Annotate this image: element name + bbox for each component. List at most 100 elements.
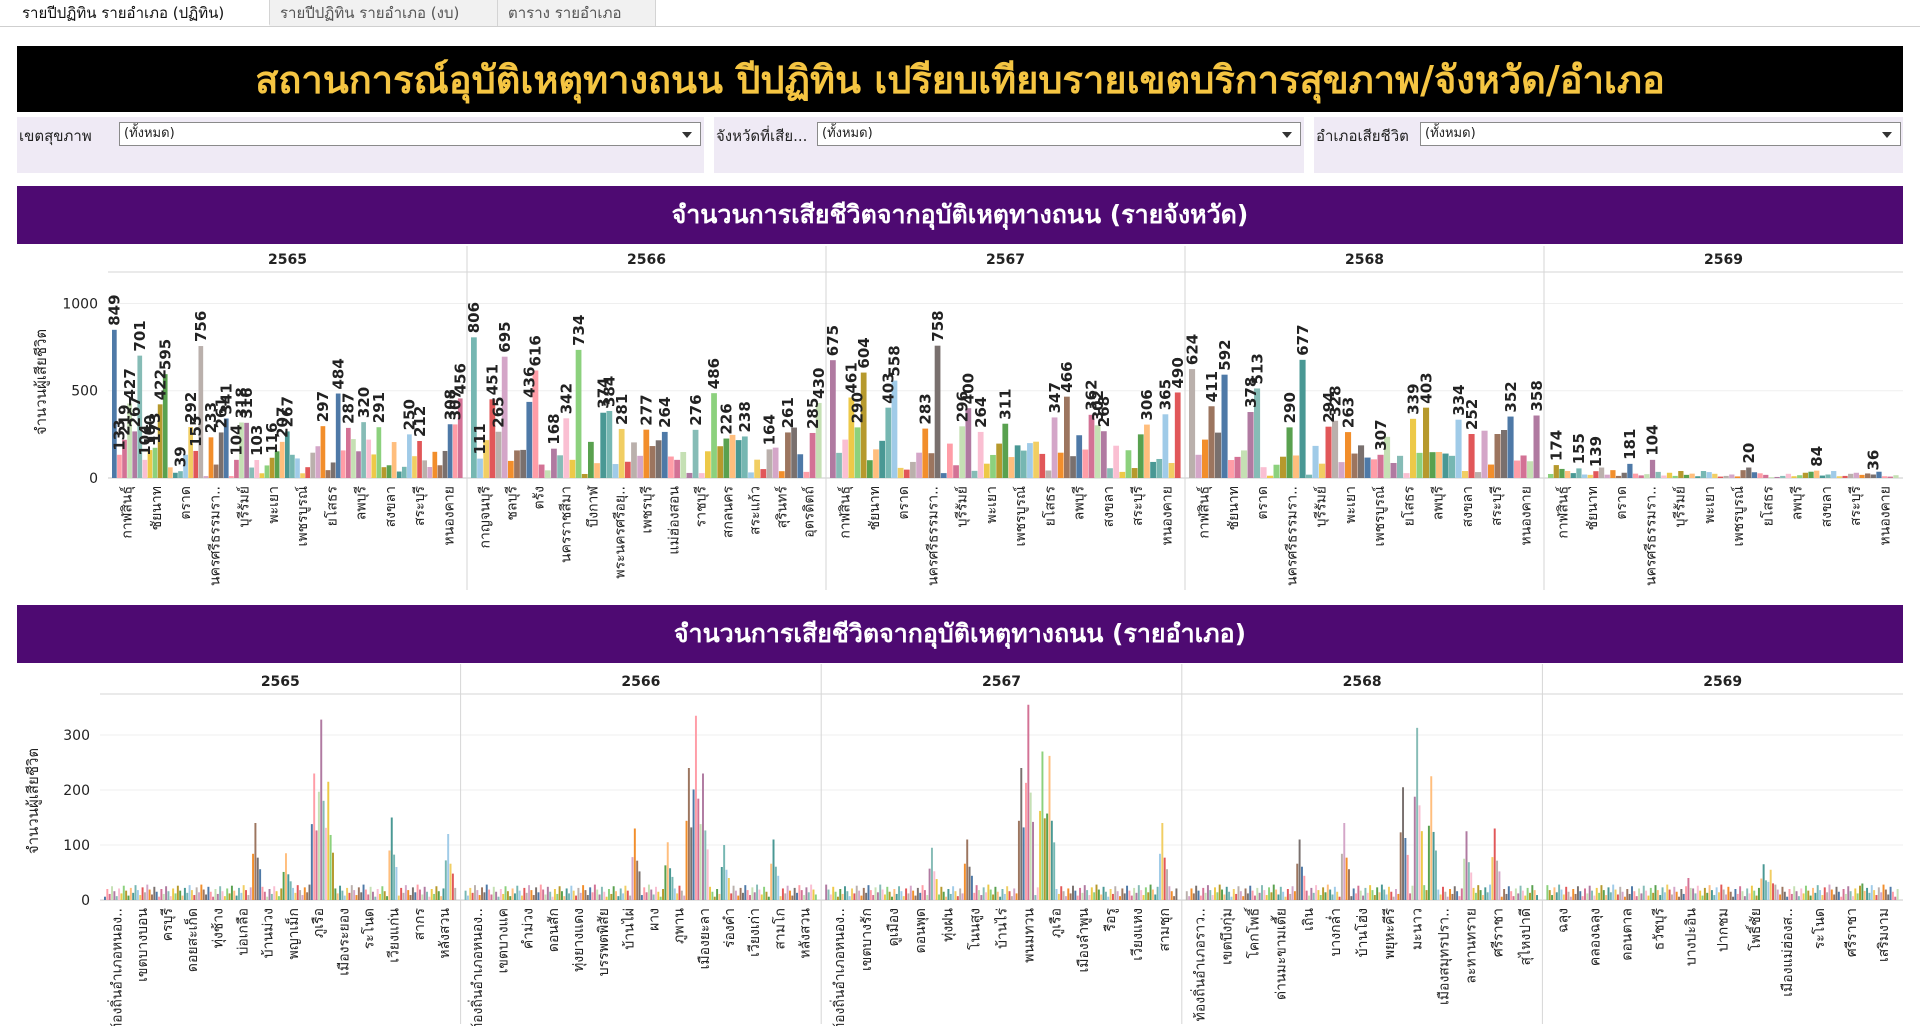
- bar: [1261, 885, 1263, 900]
- bar: [606, 410, 613, 478]
- bar: [1870, 885, 1873, 900]
- bar: [216, 893, 219, 900]
- bar-data-label: 695: [496, 321, 514, 352]
- x-category-label: เขตบางแค: [495, 908, 511, 973]
- bar: [1144, 887, 1147, 900]
- bar: [800, 890, 803, 900]
- bar: [754, 459, 761, 478]
- bar: [474, 885, 476, 900]
- bar: [1800, 888, 1803, 900]
- bar: [963, 863, 966, 900]
- bar: [760, 469, 767, 478]
- bar: [422, 460, 427, 478]
- bar: [1505, 893, 1508, 900]
- bar: [1819, 890, 1822, 900]
- bar: [1619, 886, 1622, 900]
- bar: [1635, 896, 1638, 900]
- bar: [1399, 832, 1402, 900]
- bar: [749, 895, 751, 900]
- bar: [1275, 889, 1278, 900]
- bar: [796, 892, 798, 900]
- bar: [1882, 476, 1888, 478]
- bar: [516, 885, 519, 900]
- x-category-label: เขตบึงกุ่ม: [1220, 908, 1236, 965]
- bar: [1876, 471, 1882, 478]
- bar-data-label: 311: [997, 388, 1015, 419]
- bar: [497, 896, 500, 900]
- bar-data-label: 677: [1294, 324, 1312, 355]
- bar: [1385, 894, 1388, 900]
- bar: [523, 887, 526, 900]
- bar: [1383, 889, 1386, 900]
- bar: [1090, 887, 1093, 900]
- bar: [1081, 892, 1084, 900]
- filter-region-select[interactable]: (ทั้งหมด): [119, 122, 701, 146]
- filter-province-select[interactable]: (ทั้งหมด): [817, 122, 1301, 146]
- bar: [921, 885, 924, 900]
- bar: [1842, 889, 1845, 900]
- x-category-label: สามชุก: [1157, 908, 1173, 952]
- bar: [1562, 894, 1565, 900]
- bar: [674, 459, 680, 478]
- bar: [228, 893, 231, 900]
- bar: [108, 893, 111, 900]
- bar: [1579, 891, 1582, 900]
- bar: [320, 426, 326, 478]
- bar: [499, 889, 502, 900]
- bar: [212, 896, 215, 900]
- bar: [414, 892, 417, 900]
- bar: [247, 895, 250, 900]
- x-category-label: กาฬสินธุ์: [1196, 486, 1213, 539]
- tab-district-table[interactable]: ตาราง รายอำเภอ: [498, 0, 656, 26]
- bar: [1605, 895, 1608, 900]
- bar: [1670, 894, 1673, 900]
- x-category-label: ภูพาน: [672, 908, 688, 944]
- bar: [1247, 412, 1254, 478]
- bar: [1847, 886, 1850, 900]
- bar-data-label: 374: [594, 377, 612, 408]
- bar: [1467, 862, 1470, 900]
- bar: [1429, 452, 1436, 478]
- bar: [400, 887, 403, 900]
- bar: [1558, 884, 1561, 900]
- bar: [652, 894, 655, 900]
- bar: [1162, 414, 1169, 478]
- bar-data-label: 558: [886, 345, 904, 376]
- bar: [242, 885, 245, 900]
- bar: [827, 889, 830, 900]
- bar: [1046, 813, 1049, 900]
- bar: [362, 884, 365, 900]
- bar: [336, 893, 339, 900]
- bar: [588, 441, 594, 478]
- bar: [1739, 886, 1742, 900]
- x-category-label: บ้านโฮ่ง: [1354, 908, 1371, 957]
- bar: [397, 895, 400, 900]
- bar: [1816, 885, 1819, 900]
- bar: [1032, 821, 1035, 900]
- bar: [183, 887, 186, 900]
- x-category-label: ยโสธร: [1041, 486, 1058, 527]
- bar: [284, 431, 290, 478]
- x-category-label: ตรัง: [532, 486, 548, 509]
- tab-budget-district[interactable]: รายปีปฏิทิน รายอำเภอ (งบ): [270, 0, 498, 26]
- bar: [1753, 890, 1756, 900]
- bar: [1403, 473, 1410, 478]
- bar: [1022, 827, 1025, 900]
- x-category-label: ปากชม: [1716, 908, 1732, 952]
- bar: [551, 448, 557, 478]
- bar-data-label: 84: [1808, 446, 1826, 467]
- bar: [803, 895, 806, 900]
- bar: [1546, 885, 1549, 900]
- filter-district-select[interactable]: (ทั้งหมด): [1420, 122, 1901, 146]
- bar: [1434, 850, 1437, 900]
- bar: [261, 886, 264, 900]
- x-category-label: สุรินทร์: [774, 486, 791, 529]
- bar: [1868, 892, 1871, 900]
- x-category-label: เพชรบูรณ์: [1371, 486, 1388, 546]
- x-category-label: กาฬสินธุ์: [119, 486, 136, 539]
- bar: [1470, 872, 1473, 900]
- bar-data-label: 352: [1502, 381, 1520, 412]
- x-category-label: นครราชสีมา: [559, 486, 575, 563]
- bar: [766, 449, 773, 478]
- tab-calendar-district[interactable]: รายปีปฏิทิน รายอำเภอ (ปฏิทิน): [12, 0, 270, 26]
